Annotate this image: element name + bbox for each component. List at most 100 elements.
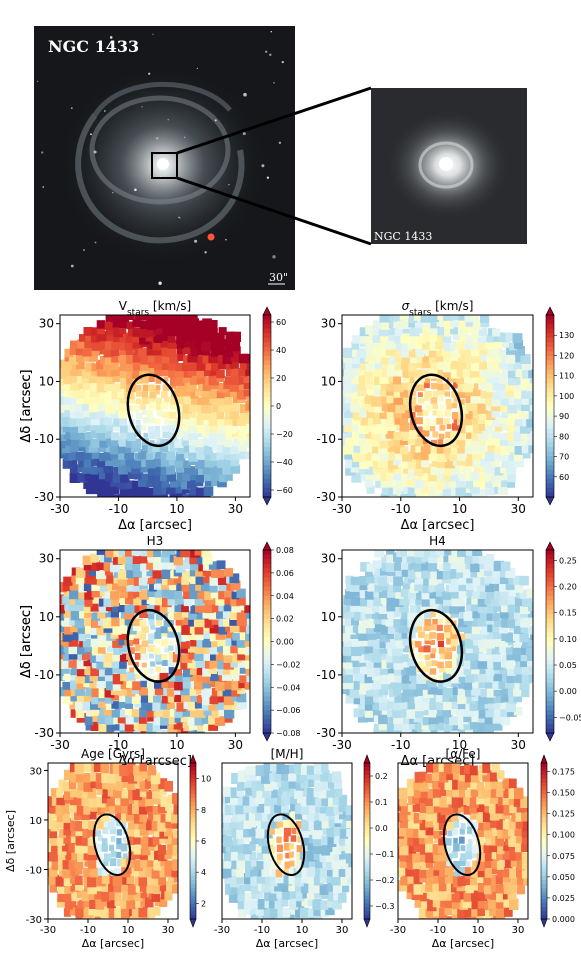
map-cell: [430, 443, 441, 453]
map-cell: [96, 568, 107, 579]
colorbar-segment: [546, 469, 554, 475]
map-cell: [521, 868, 528, 879]
map-cell: [482, 786, 492, 798]
map-cell: [132, 803, 141, 815]
map-cell: [495, 438, 503, 446]
map-cell: [232, 835, 241, 846]
map-cell: [146, 680, 156, 689]
map-cell: [157, 802, 167, 814]
colorbar-segment: [364, 817, 370, 822]
x-tick-label: -10: [391, 502, 411, 516]
map-cell: [343, 382, 354, 393]
map-cell: [124, 361, 135, 372]
map-cell: [105, 715, 115, 725]
map-cell: [437, 334, 445, 343]
map-cell: [430, 640, 435, 645]
map-cell: [412, 860, 420, 870]
map-cell: [125, 355, 135, 365]
colorbar-segment: [364, 868, 370, 873]
map-cell: [452, 875, 463, 888]
map-cell: [442, 708, 452, 718]
map-cell: [265, 876, 273, 886]
map-cell: [312, 835, 323, 847]
map-cell: [117, 664, 127, 674]
map-cell: [353, 588, 362, 597]
map-cell: [90, 430, 99, 439]
map-cell: [402, 637, 411, 646]
map-cell: [119, 653, 128, 662]
map-cell: [302, 787, 311, 797]
map-cell: [100, 763, 109, 774]
map-cell: [244, 881, 253, 892]
colorbar-segment: [263, 714, 271, 720]
colorbar-segment: [263, 604, 271, 610]
map-cell: [63, 588, 72, 597]
map-cell: [353, 680, 363, 690]
map-cell: [77, 473, 88, 483]
map-cell: [492, 826, 500, 836]
map-cell: [56, 819, 64, 829]
colorbar-segment: [546, 378, 554, 384]
map-cell: [194, 550, 204, 556]
map-cell: [393, 702, 402, 711]
map-cell: [187, 430, 198, 440]
map-cell: [394, 666, 404, 676]
map-cell: [393, 597, 404, 607]
map-cell: [84, 573, 95, 585]
map-cell: [191, 396, 199, 405]
colorbar-segment: [263, 415, 271, 421]
panel-title-unit: [km/s]: [149, 299, 191, 313]
map-cell: [187, 479, 197, 489]
y-tick-label: 30: [39, 317, 54, 331]
colorbar-segment: [546, 723, 554, 729]
map-cell: [401, 408, 413, 419]
map-cell: [209, 659, 219, 669]
map-cell: [437, 383, 444, 391]
map-cell: [173, 555, 183, 566]
map-cell: [161, 318, 171, 328]
map-cell: [264, 797, 272, 807]
map-cell: [204, 366, 214, 377]
x-tick-label: -10: [254, 925, 270, 936]
map-cell: [117, 686, 127, 696]
map-cell: [224, 587, 234, 598]
map-cell: [152, 569, 162, 579]
map-cell: [109, 858, 117, 867]
colorbar-segment: [190, 766, 196, 772]
map-cell: [437, 315, 446, 320]
panel-title-main: H4: [429, 534, 446, 548]
map-cell: [61, 659, 72, 669]
map-cell: [183, 338, 193, 348]
map-cell: [167, 602, 178, 613]
map-cell: [236, 588, 246, 598]
map-cell: [361, 402, 369, 410]
map-cell: [414, 866, 423, 876]
map-cell: [218, 327, 227, 336]
map-cell: [378, 685, 389, 696]
y-axis-label: Δδ [arcsec]: [19, 605, 34, 678]
map-cell: [342, 403, 347, 412]
map-cell: [449, 582, 459, 592]
map-cell: [299, 907, 310, 919]
map-cell: [113, 730, 121, 733]
map-cell: [105, 457, 115, 467]
map-cell: [398, 825, 408, 837]
map-cell: [458, 618, 468, 628]
map-cell: [307, 849, 317, 862]
colorbar-segment: [263, 623, 271, 629]
map-cell: [519, 603, 531, 614]
map-cell: [69, 347, 78, 356]
map-cell: [69, 763, 79, 773]
colorbar-segment: [263, 333, 271, 339]
foreground-star: [152, 33, 154, 35]
map-cell: [521, 842, 528, 852]
x-tick-label: -30: [332, 738, 352, 752]
map-cell: [99, 583, 109, 592]
colorbar-segment: [541, 782, 547, 787]
map-cell: [175, 673, 184, 682]
map-cell: [296, 898, 304, 908]
map-cell: [515, 603, 525, 613]
map-cell: [293, 763, 302, 774]
map-cell: [290, 802, 298, 812]
